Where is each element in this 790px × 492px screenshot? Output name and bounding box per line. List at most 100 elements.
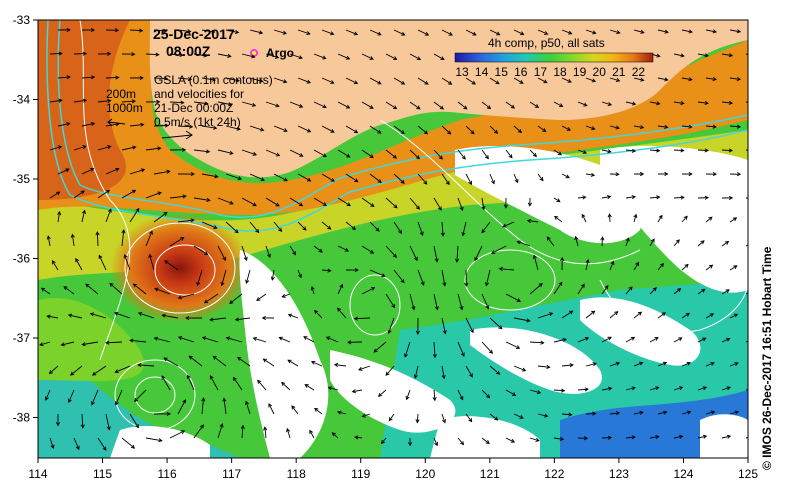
velocity-arrow <box>95 231 100 247</box>
velocity-arrow <box>529 340 545 345</box>
velocity-arrow <box>169 430 186 439</box>
velocity-arrow <box>481 101 492 110</box>
velocity-arrow <box>505 149 513 159</box>
velocity-arrow <box>265 53 280 59</box>
velocity-arrow <box>441 173 450 186</box>
legend-tick-label: 16 <box>514 65 528 79</box>
velocity-arrow <box>361 149 374 159</box>
velocity-arrow <box>417 77 429 85</box>
velocity-arrow <box>673 386 684 391</box>
velocity-arrow <box>393 173 405 184</box>
y-tick-label: -37 <box>13 331 31 345</box>
isobath-200m <box>57 20 748 219</box>
velocity-arrow <box>129 413 139 429</box>
velocity-arrow <box>114 365 131 374</box>
velocity-arrow <box>369 125 382 134</box>
velocity-arrow <box>607 213 612 223</box>
velocity-arrow <box>44 389 51 401</box>
velocity-arrow <box>417 269 425 286</box>
gsla-line-4: 0.5m/s (1kt 24h) <box>154 115 241 129</box>
velocity-arrow <box>585 310 596 319</box>
velocity-arrow <box>164 260 179 271</box>
velocity-arrow <box>177 124 194 129</box>
velocity-arrow <box>97 51 112 56</box>
velocity-arrow <box>681 361 691 367</box>
x-tick-label: 118 <box>287 467 306 481</box>
velocity-arrow <box>310 285 315 295</box>
velocity-arrow <box>729 124 742 129</box>
velocity-arrow <box>345 221 357 231</box>
velocity-arrow <box>577 101 588 107</box>
velocity-arrow <box>633 125 645 130</box>
velocity-arrow <box>705 361 715 367</box>
velocity-arrow <box>217 245 226 262</box>
velocity-arrow <box>697 288 706 295</box>
velocity-arrow <box>153 76 169 81</box>
velocity-arrow <box>649 101 661 106</box>
velocity-arrow <box>153 336 171 343</box>
velocity-arrow <box>57 27 71 32</box>
velocity-arrow <box>481 389 491 399</box>
velocity-arrow <box>81 209 87 223</box>
velocity-arrow <box>513 125 523 134</box>
velocity-arrow <box>673 337 683 343</box>
velocity-arrow <box>457 293 464 311</box>
velocity-arrow <box>705 29 718 34</box>
velocity-arrow <box>441 269 447 287</box>
velocity-arrow <box>409 53 422 61</box>
velocity-arrow <box>465 173 472 186</box>
velocity-arrow <box>601 336 612 343</box>
velocity-arrow <box>57 122 71 127</box>
date-label: 25-Dec-2017 <box>153 26 235 42</box>
velocity-arrow <box>417 221 424 236</box>
velocity-arrow <box>92 365 107 376</box>
velocity-arrow <box>121 189 137 199</box>
velocity-arrow <box>537 29 549 35</box>
velocity-arrow <box>481 149 489 160</box>
velocity-arrow <box>73 437 80 451</box>
credit-label: © IMOS 26-Dec-2017 16:51 Hobart Time <box>760 246 774 470</box>
velocity-arrow <box>89 312 107 319</box>
velocity-arrow <box>705 216 713 223</box>
velocity-arrow <box>153 169 171 175</box>
velocity-arrow <box>289 149 304 157</box>
velocity-arrow <box>105 167 120 175</box>
velocity-arrow <box>145 230 153 247</box>
velocity-arrow <box>609 311 619 319</box>
velocity-arrow <box>553 149 563 156</box>
velocity-arrow <box>225 77 240 83</box>
velocity-arrow <box>97 98 112 103</box>
velocity-arrow <box>336 410 347 415</box>
velocity-arrow <box>177 218 195 223</box>
velocity-arrow <box>314 407 323 415</box>
velocity-arrow <box>331 432 339 439</box>
velocity-arrow <box>388 413 395 422</box>
velocity-arrow <box>201 397 206 415</box>
velocity-arrow <box>361 413 371 418</box>
velocity-arrow <box>385 101 398 110</box>
velocity-arrow <box>188 355 203 367</box>
velocity-arrow <box>408 437 413 447</box>
velocity-arrow <box>225 221 239 234</box>
velocity-arrow <box>561 125 572 131</box>
y-tick-label: -33 <box>13 13 31 27</box>
legend-tick-label: 21 <box>612 65 626 79</box>
velocity-arrow <box>337 197 351 207</box>
velocity-arrow <box>697 386 708 391</box>
velocity-arrow <box>440 221 445 237</box>
velocity-arrow <box>289 53 303 60</box>
velocity-arrow <box>529 437 540 442</box>
isobath-200m-label: 200m <box>106 87 136 101</box>
velocity-arrow <box>721 386 731 391</box>
velocity-arrow <box>209 375 219 391</box>
velocity-arrow <box>97 189 111 199</box>
velocity-arrow <box>657 124 669 129</box>
velocity-arrow <box>432 389 437 402</box>
velocity-arrow <box>721 195 734 200</box>
velocity-arrow <box>73 51 88 56</box>
velocity-arrow <box>225 336 243 343</box>
y-axis: -33 -34 -35 -36 -37 -38 <box>13 13 38 425</box>
legend-tick-label: 13 <box>455 65 469 79</box>
velocity-arrow <box>57 210 62 223</box>
velocity-arrow <box>754 218 761 222</box>
